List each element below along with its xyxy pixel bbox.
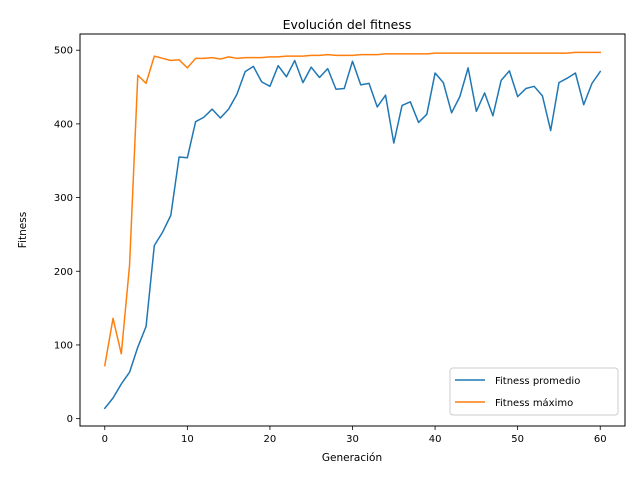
legend-label-fitness-promedio: Fitness promedio	[495, 376, 580, 387]
x-tick-label: 30	[346, 434, 359, 445]
x-tick-label: 50	[511, 434, 524, 445]
y-tick-label: 400	[54, 119, 73, 130]
legend-box	[449, 367, 619, 416]
x-tick-label: 40	[429, 434, 442, 445]
series-line-fitness-promedio	[103, 59, 602, 410]
legend-label-fitness-maximo: Fitness máximo	[495, 397, 573, 409]
y-tick-label: 0	[67, 414, 73, 425]
legend: Fitness promedio Fitness máximo	[449, 367, 619, 416]
y-tick-label: 500	[54, 46, 73, 57]
y-axis-label: Fitness	[17, 212, 29, 248]
x-axis-label: Generación	[322, 452, 382, 464]
x-tick-label: 60	[594, 434, 607, 445]
y-tick-label: 300	[54, 193, 73, 204]
y-tick-label: 100	[54, 340, 73, 351]
x-tick-label: 10	[181, 434, 194, 445]
x-tick-label: 0	[102, 434, 108, 445]
x-tick-label: 20	[264, 434, 277, 445]
y-tick-label: 200	[54, 267, 73, 278]
chart-title: Evolución del fitness	[283, 17, 412, 32]
series-line-fitness-maximo	[103, 51, 601, 367]
